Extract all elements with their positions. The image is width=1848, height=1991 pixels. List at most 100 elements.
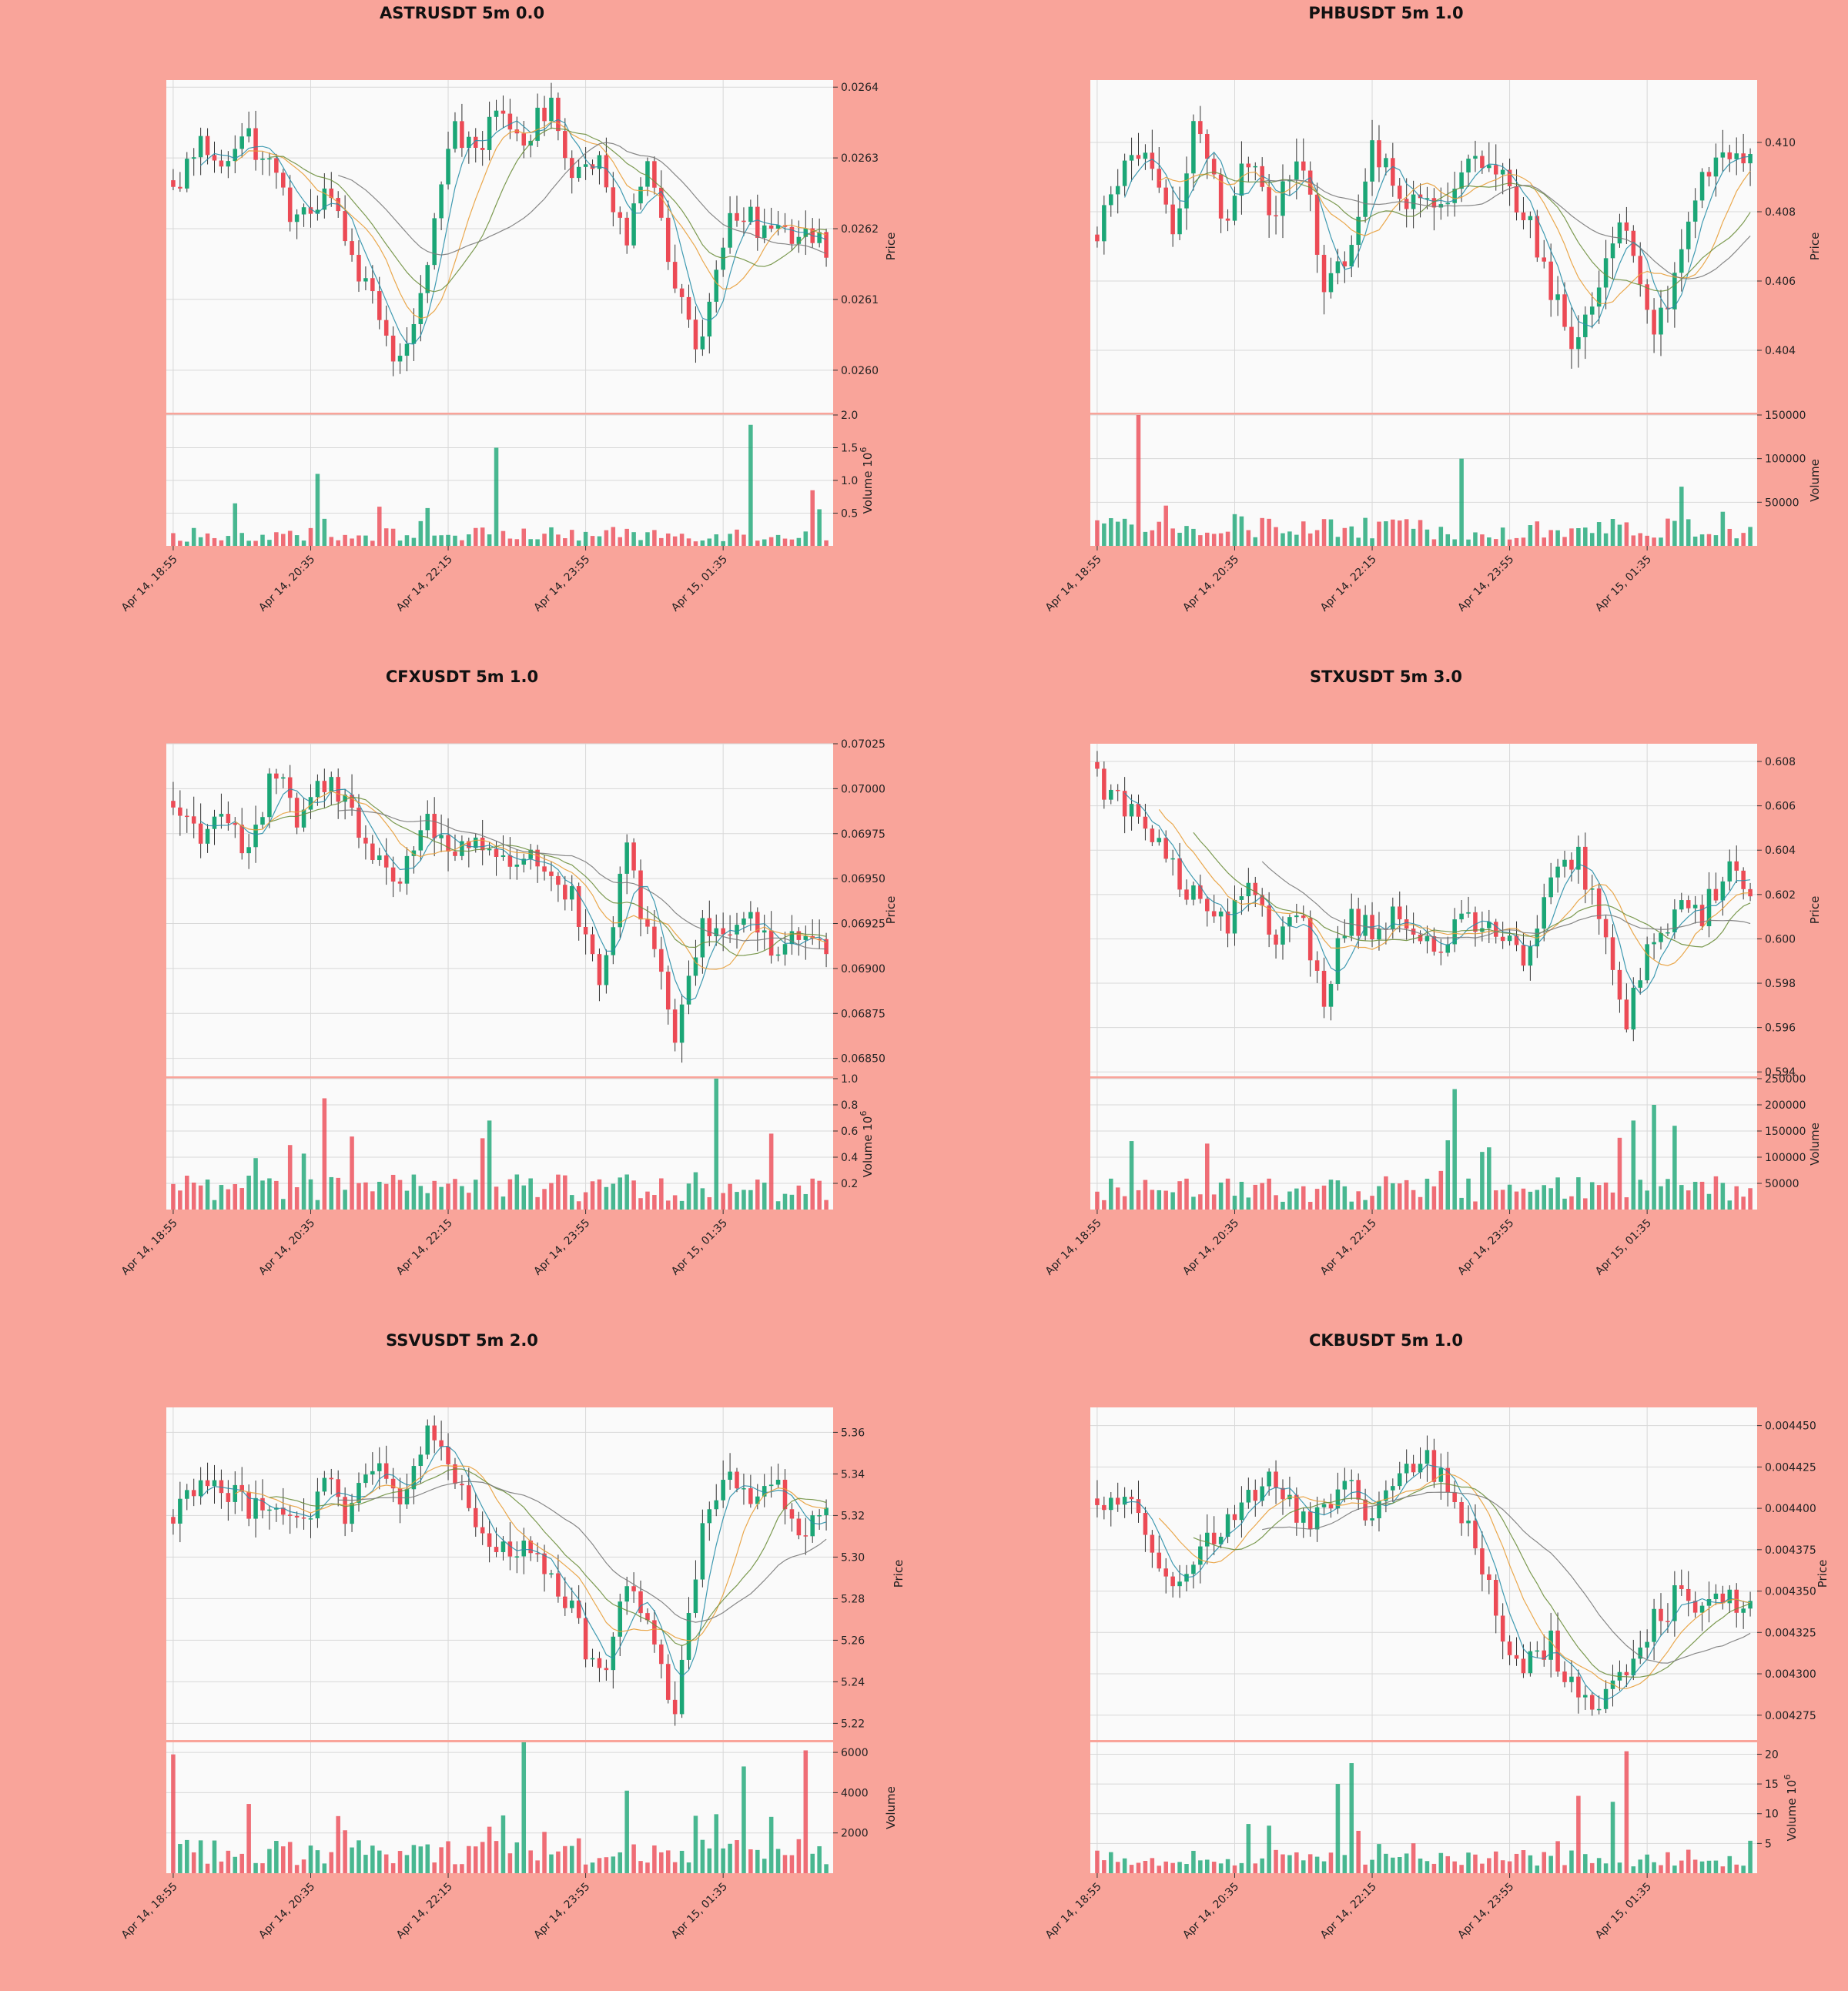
candle-body (672, 262, 678, 289)
candle-body (817, 232, 822, 243)
volume-bar (212, 537, 217, 546)
candle-body (521, 858, 527, 865)
volume-bar (1301, 521, 1306, 546)
volume-bar (1473, 1201, 1478, 1210)
volume-bar (191, 1183, 196, 1210)
volume-bar (1596, 1185, 1602, 1210)
candle-body (212, 1480, 217, 1487)
volume-bar (1583, 527, 1588, 546)
y-tick-label: 0.406 (1765, 276, 1796, 288)
candle-body (1170, 1576, 1175, 1587)
candle-body (1692, 905, 1698, 908)
candle-body (1713, 888, 1719, 901)
volume-axis-label: Volume 106 (1783, 1775, 1799, 1842)
volume-bar (679, 534, 685, 546)
volume-bar (721, 540, 725, 546)
volume-bar (1734, 1864, 1739, 1873)
candle-body (1314, 194, 1320, 255)
volume-bar (1424, 1178, 1430, 1210)
candle-body (370, 843, 375, 861)
candle-body (611, 1636, 616, 1671)
candle-body (1294, 915, 1299, 918)
candle-body (1713, 157, 1719, 177)
candle-body (253, 1497, 258, 1519)
candle-body (267, 773, 272, 818)
candle-body (1177, 208, 1182, 235)
candle-body (1157, 1552, 1162, 1569)
candle-body (1713, 1593, 1719, 1600)
candle-body (1191, 121, 1196, 174)
volume-bar (1692, 536, 1698, 546)
volume-bar (390, 1863, 396, 1873)
volume-bar (1473, 1854, 1478, 1873)
volume-bar (1157, 521, 1162, 546)
volume-bar (294, 1186, 300, 1210)
volume-bar (1294, 534, 1299, 546)
candle-body (404, 343, 410, 356)
volume-bar (1720, 1183, 1726, 1210)
volume-bar (693, 1815, 698, 1873)
volume-bar (1576, 1795, 1581, 1873)
candle-body (824, 232, 829, 258)
volume-bar (1706, 1193, 1712, 1210)
volume-bar (1706, 534, 1712, 546)
volume-bar (507, 1853, 513, 1873)
candle-body (425, 1425, 430, 1455)
volume-bar (563, 538, 567, 546)
y-tick-label: 5.28 (841, 1593, 865, 1605)
volume-bar (1122, 1196, 1127, 1210)
volume-tick-label: 250000 (1765, 1073, 1806, 1086)
volume-bar (638, 1861, 643, 1873)
volume-bar (1720, 511, 1726, 546)
volume-bar (1528, 1191, 1533, 1210)
volume-bar (796, 1185, 802, 1210)
y-tick-label: 0.004325 (1765, 1627, 1816, 1639)
candle-body (631, 842, 636, 871)
candle-body (198, 823, 203, 844)
volume-bar (721, 1848, 725, 1873)
candle-body (226, 161, 231, 167)
volume-bar (425, 1844, 430, 1873)
volume-bar (542, 534, 547, 546)
volume-bar (1583, 1198, 1588, 1210)
volume-bar (735, 529, 739, 546)
volume-bar (487, 1826, 492, 1873)
volume-bar (260, 1180, 265, 1210)
volume-bar (1170, 1192, 1175, 1210)
volume-bar (659, 1852, 664, 1873)
volume-bar (467, 1845, 471, 1873)
volume-bar (1562, 1865, 1567, 1873)
volume-bar (707, 1848, 712, 1873)
x-tick-label: Apr 14, 23:55 (531, 1217, 592, 1278)
moving-average-line (1261, 861, 1751, 939)
volume-bar (624, 1790, 629, 1873)
candle-body (253, 825, 258, 848)
candle-body (453, 121, 457, 149)
volume-bar (239, 1188, 244, 1210)
candle-body (1542, 1650, 1547, 1660)
candle-body (652, 926, 657, 949)
volume-bar (1411, 1843, 1416, 1873)
candle-body (1548, 1630, 1553, 1660)
moving-average-line (269, 1468, 827, 1647)
volume-bar (1548, 1855, 1553, 1873)
volume-bar (1294, 1852, 1299, 1873)
candle-body (198, 136, 203, 158)
candle-body (1521, 1658, 1526, 1674)
volume-bar (377, 507, 382, 546)
candle-body (1163, 1568, 1168, 1577)
volume-tick-label: 0.2 (841, 1178, 858, 1190)
candle-body (343, 1497, 347, 1524)
volume-bar (1321, 1861, 1327, 1873)
candle-body (1177, 1581, 1182, 1587)
candle-body (198, 1480, 203, 1497)
candle-body (1150, 1534, 1155, 1553)
candle-body (294, 1515, 300, 1518)
candle-body (1535, 1650, 1540, 1652)
volume-bar (631, 532, 636, 546)
volume-bar (1218, 1182, 1224, 1210)
candle-body (1260, 1486, 1264, 1501)
volume-bar (665, 1850, 671, 1873)
candle-body (294, 214, 300, 223)
candle-body (583, 926, 588, 935)
